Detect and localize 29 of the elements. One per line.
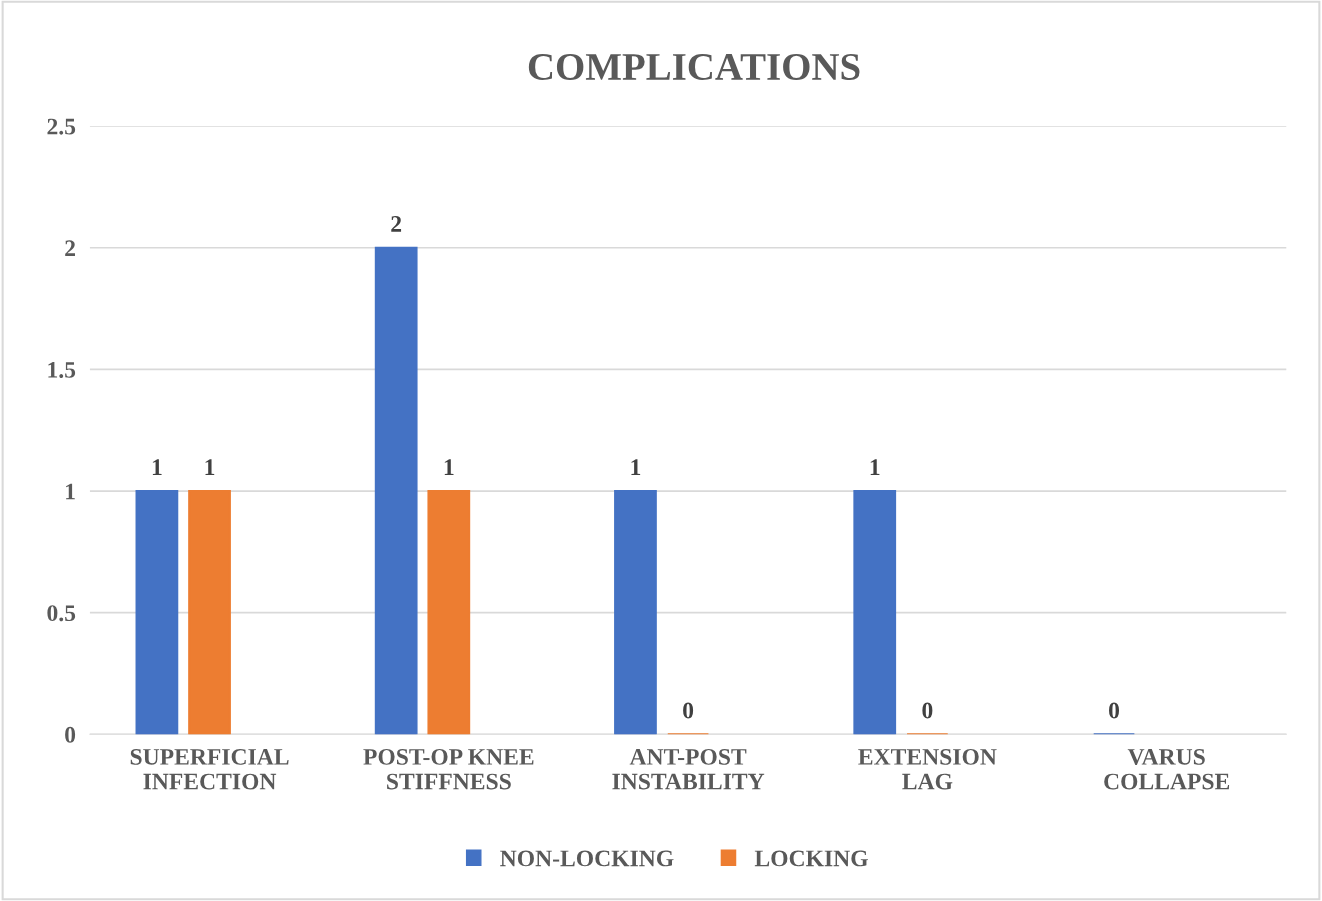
x-tick-label: EXTENSION LAG [858,748,997,790]
y-tick-label: 1 [66,483,75,500]
bar [188,490,231,735]
x-tick-label: ANT-POST INSTABILITY [612,748,765,790]
y-tick-label: 2 [65,240,75,256]
bar [135,490,179,735]
y-tick-label: 0.5 [47,605,76,622]
bar [374,246,418,735]
data-label: 1 [205,459,215,475]
data-label: 1 [444,459,454,475]
bar [427,490,471,735]
bar [614,490,657,735]
x-tick-label: POST-OP KNEE STIFFNESS [363,748,534,790]
x-tick-label: SUPERFICIAL INFECTION [130,748,289,790]
data-label: 0 [1109,702,1120,719]
y-tick-label: 0 [65,726,76,743]
data-label: 0 [922,702,933,719]
data-label: 1 [152,459,162,475]
legend-label: NON-LOCKING [500,850,674,867]
chart-title: COMPLICATIONS [528,53,860,81]
data-label: 1 [631,459,641,475]
data-label: 1 [870,459,880,475]
bar [853,490,897,735]
data-label: 2 [391,216,402,232]
data-label: 0 [683,702,694,719]
y-tick-label: 2.5 [47,118,76,135]
legend-label: LOCKING [754,850,868,867]
x-tick-label: VARUS COLLAPSE [1104,748,1230,790]
y-tick-label: 1.5 [48,362,76,378]
